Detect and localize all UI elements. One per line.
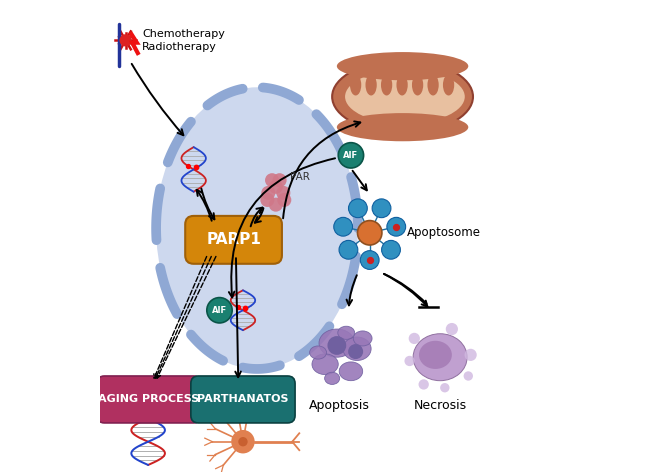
Text: Necrosis: Necrosis [413, 399, 467, 412]
Circle shape [339, 240, 358, 259]
Text: PARP1: PARP1 [206, 232, 261, 247]
FancyArrowPatch shape [132, 64, 183, 135]
Ellipse shape [312, 354, 339, 375]
Circle shape [419, 379, 429, 389]
FancyArrowPatch shape [251, 208, 262, 227]
Text: AGING PROCESS: AGING PROCESS [98, 394, 199, 404]
Circle shape [409, 333, 420, 344]
FancyArrowPatch shape [201, 189, 214, 219]
Circle shape [361, 251, 379, 269]
Ellipse shape [156, 87, 358, 369]
FancyArrowPatch shape [255, 208, 264, 223]
Ellipse shape [310, 346, 326, 359]
Circle shape [464, 349, 477, 361]
Circle shape [339, 142, 364, 168]
FancyArrowPatch shape [235, 258, 241, 377]
FancyArrowPatch shape [353, 171, 367, 190]
Text: Apoptosome: Apoptosome [407, 226, 481, 239]
FancyArrowPatch shape [157, 256, 216, 378]
Circle shape [265, 173, 279, 187]
Text: PARTHANATOS: PARTHANATOS [197, 394, 289, 404]
Text: AIF: AIF [343, 151, 359, 160]
Ellipse shape [413, 334, 467, 380]
Point [391, 223, 401, 230]
Circle shape [327, 336, 347, 355]
Point [232, 304, 243, 311]
Circle shape [276, 186, 290, 200]
Point [240, 304, 250, 312]
Circle shape [349, 199, 367, 218]
Ellipse shape [332, 60, 473, 133]
Text: Chemotherapy
Radiotherapy: Chemotherapy Radiotherapy [142, 28, 225, 52]
Circle shape [372, 199, 391, 218]
FancyArrowPatch shape [283, 122, 361, 218]
FancyArrowPatch shape [229, 158, 335, 297]
FancyArrowPatch shape [155, 256, 211, 378]
FancyArrowPatch shape [384, 274, 427, 306]
FancyArrowPatch shape [154, 256, 207, 378]
Ellipse shape [338, 326, 355, 339]
FancyArrowPatch shape [197, 190, 211, 221]
Ellipse shape [337, 52, 468, 80]
Circle shape [446, 323, 458, 335]
Circle shape [269, 198, 283, 212]
Text: Apoptosis: Apoptosis [309, 399, 370, 412]
Circle shape [262, 186, 276, 200]
Circle shape [231, 430, 255, 454]
Circle shape [440, 383, 450, 392]
Circle shape [405, 356, 415, 366]
Ellipse shape [324, 372, 340, 384]
FancyBboxPatch shape [97, 376, 201, 423]
Ellipse shape [337, 113, 468, 141]
Ellipse shape [381, 75, 392, 95]
Text: PAR: PAR [290, 172, 310, 182]
Circle shape [381, 240, 400, 259]
FancyArrowPatch shape [347, 275, 357, 305]
Circle shape [260, 193, 274, 207]
Ellipse shape [319, 329, 355, 357]
Circle shape [238, 437, 248, 446]
Circle shape [387, 218, 405, 236]
Text: AIF: AIF [212, 306, 227, 315]
Circle shape [357, 220, 382, 245]
Circle shape [277, 193, 291, 207]
Circle shape [334, 218, 353, 236]
Ellipse shape [350, 75, 361, 95]
Circle shape [272, 173, 286, 187]
Ellipse shape [412, 75, 423, 95]
Point [365, 256, 375, 264]
Circle shape [348, 344, 363, 359]
Point [190, 163, 201, 171]
FancyBboxPatch shape [191, 376, 295, 423]
Ellipse shape [443, 75, 454, 95]
Point [183, 162, 194, 170]
Ellipse shape [345, 70, 465, 124]
Circle shape [120, 34, 132, 47]
Ellipse shape [343, 337, 371, 361]
Ellipse shape [427, 75, 439, 95]
Ellipse shape [397, 75, 407, 95]
Ellipse shape [339, 362, 363, 380]
Circle shape [207, 298, 232, 323]
Circle shape [269, 180, 283, 194]
Ellipse shape [419, 341, 452, 369]
Ellipse shape [365, 75, 377, 95]
FancyBboxPatch shape [185, 216, 282, 264]
Ellipse shape [353, 331, 372, 346]
Circle shape [464, 371, 473, 380]
FancyArrowPatch shape [384, 274, 426, 304]
